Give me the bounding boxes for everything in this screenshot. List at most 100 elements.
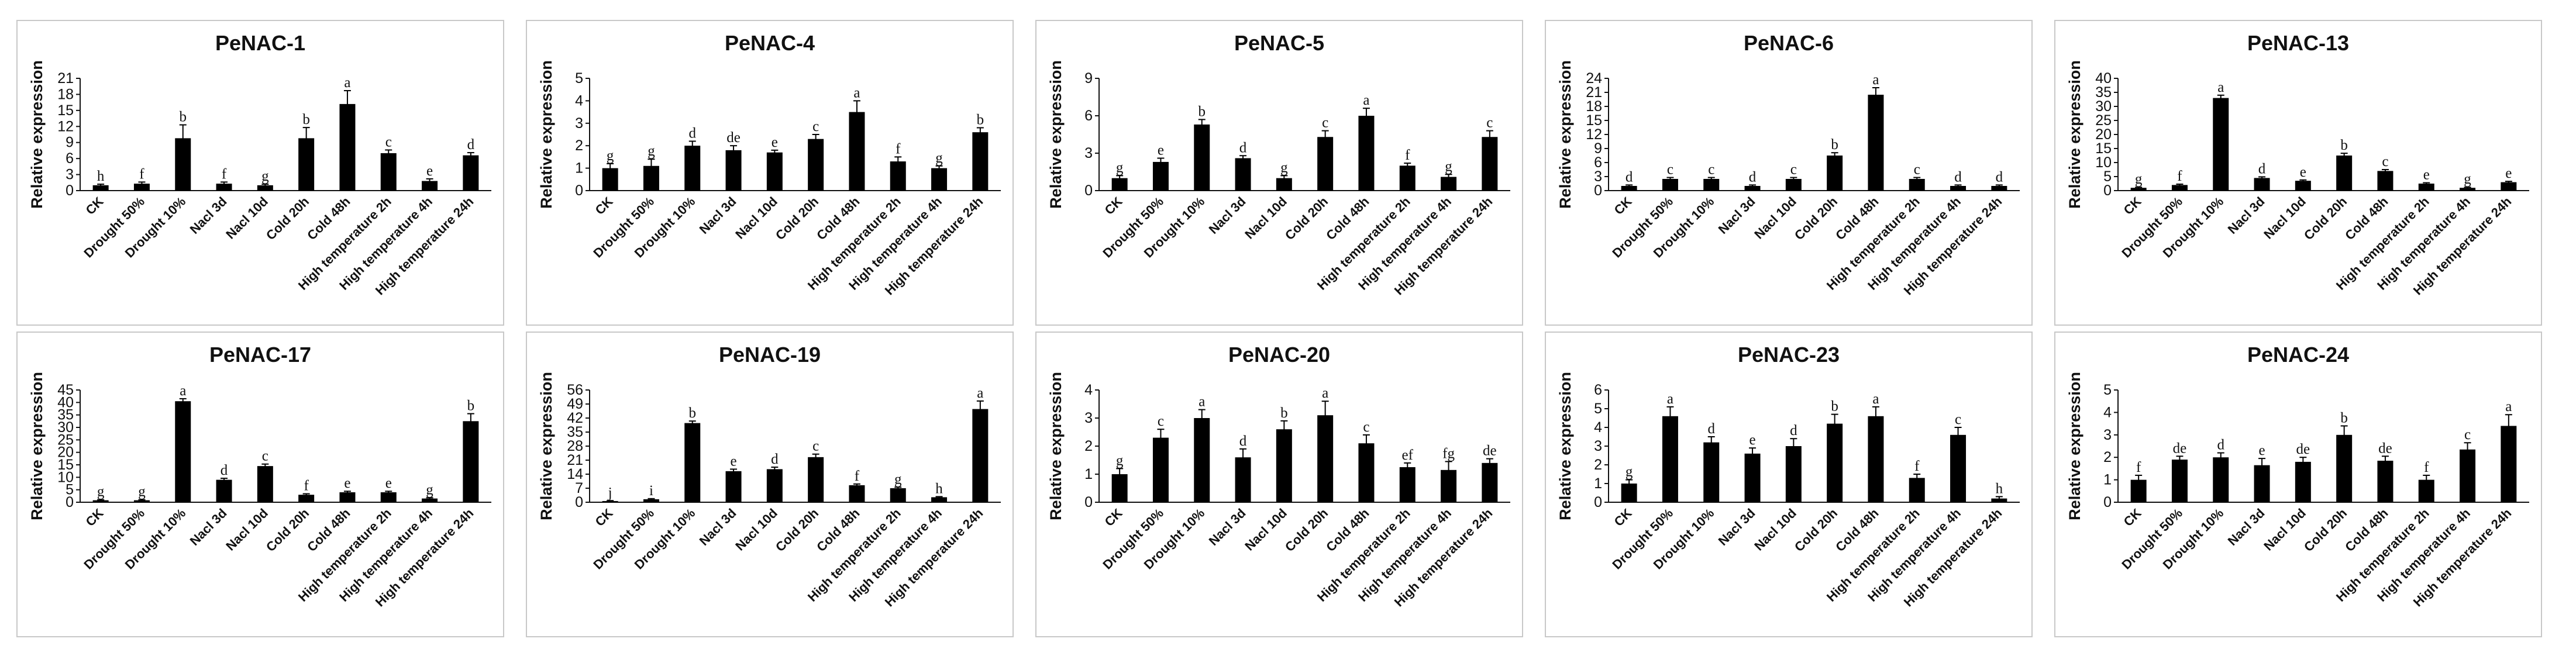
y-tick-label: 30 [2095, 98, 2112, 115]
significance-letter: a [180, 383, 186, 399]
significance-letter: e [344, 475, 350, 491]
bar-drought-50 [2171, 185, 2188, 191]
x-tick-label: Nacl 3d [697, 194, 739, 237]
bar-cold-20h [2336, 156, 2353, 191]
significance-letter: c [812, 439, 819, 454]
bar-cold-48h [849, 485, 865, 502]
bar-nacl-10d [766, 152, 783, 191]
y-tick-label: 5 [575, 70, 583, 87]
bar-cold-20h [298, 495, 315, 502]
y-tick-label: 0 [1594, 494, 1602, 510]
significance-letter: a [344, 75, 350, 91]
significance-letter: h [1996, 481, 2003, 496]
bar-high-temperature-4h [1441, 177, 1457, 191]
bar-drought-50 [1662, 416, 1678, 502]
significance-letter: g [648, 143, 655, 159]
bar-nacl-10d [2295, 181, 2311, 191]
bar-high-temperature-2h [1399, 467, 1416, 502]
significance-letter: e [2300, 164, 2306, 180]
bar-drought-50 [2171, 460, 2188, 502]
bar-drought-50 [643, 499, 659, 502]
significance-letter: e [1749, 432, 1755, 448]
x-tick-label: Nacl 3d [1206, 506, 1249, 548]
significance-letter: f [1914, 458, 1920, 474]
bar-drought-50 [1662, 179, 1678, 191]
significance-letter: c [2464, 427, 2471, 443]
y-tick-label: 35 [2095, 84, 2112, 101]
x-tick-label: CK [1102, 194, 1125, 218]
significance-letter: f [896, 141, 901, 157]
bar-drought-10 [175, 401, 191, 502]
significance-letter: e [2505, 165, 2512, 181]
bar-cold-20h [1827, 423, 1843, 502]
significance-letter: g [97, 484, 105, 500]
y-tick-label: 21 [57, 70, 74, 87]
x-tick-label: Nacl 3d [187, 194, 230, 237]
bar-nacl-10d [1276, 429, 1292, 502]
bar-drought-10 [1194, 418, 1210, 502]
y-axis-label: Relative expression [1047, 372, 1065, 520]
x-tick-label: Cold 20h [2301, 194, 2350, 243]
y-tick-label: 18 [57, 86, 74, 102]
significance-letter: c [1158, 413, 1164, 429]
significance-letter: c [1914, 162, 1920, 178]
bar-high-temperature-2h [890, 161, 906, 191]
x-tick-label: Nacl 3d [2225, 506, 2268, 548]
significance-letter: f [222, 166, 227, 182]
x-tick-label: Nacl 10d [2261, 506, 2309, 554]
y-tick-label: 14 [567, 466, 583, 482]
y-tick-label: 20 [57, 444, 74, 461]
y-tick-label: 25 [2095, 112, 2112, 129]
bar-high-temperature-24h [2501, 182, 2517, 191]
y-tick-label: 3 [1084, 410, 1093, 426]
bar-high-temperature-4h [422, 181, 438, 191]
y-tick-label: 45 [57, 382, 74, 398]
significance-letter: g [1116, 453, 1124, 468]
y-tick-label: 28 [567, 438, 583, 454]
y-tick-label: 24 [1586, 70, 1602, 87]
panel-penac-23: PeNAC-23 Relative expression 0 1 2 3 4 5 6 g CK a Dr… [1545, 332, 2033, 637]
x-tick-label: Nacl 10d [732, 506, 780, 554]
bar-high-temperature-2h [1909, 478, 1925, 502]
y-tick-label: 3 [1594, 168, 1602, 185]
y-tick-label: 6 [1594, 382, 1602, 398]
y-tick-label: 3 [2103, 427, 2112, 443]
significance-letter: f [139, 166, 144, 182]
bar-high-temperature-2h [1909, 179, 1925, 191]
bar-drought-10 [2213, 457, 2229, 502]
y-tick-label: 1 [575, 160, 583, 177]
significance-letter: c [1363, 419, 1369, 435]
x-tick-label: Nacl 3d [697, 506, 739, 548]
bar-drought-10 [684, 146, 701, 191]
y-tick-label: 0 [575, 494, 583, 510]
bar-drought-10 [684, 423, 701, 502]
y-tick-label: 12 [1586, 126, 1602, 143]
panel-penac-19: PeNAC-19 Relative expression 0 7 14 21 28 35 42 4… [526, 332, 1014, 637]
significance-letter: b [1280, 405, 1288, 421]
bar-high-temperature-24h [463, 421, 479, 502]
significance-letter: e [2423, 167, 2430, 183]
significance-letter: f [1405, 147, 1410, 163]
chart-title: PeNAC-6 [1744, 31, 1834, 55]
significance-letter: c [385, 134, 392, 150]
bar-cold-20h [808, 457, 824, 502]
significance-letter: d [689, 126, 697, 141]
significance-letter: a [1872, 391, 1879, 407]
y-axis-label: Relative expression [1556, 372, 1574, 520]
significance-letter: e [730, 453, 736, 469]
y-tick-label: 42 [567, 410, 583, 426]
bar-high-temperature-2h [380, 492, 397, 502]
bar-cold-48h [339, 103, 356, 191]
chart-title: PeNAC-5 [1234, 31, 1324, 55]
significance-letter: a [977, 385, 983, 401]
bar-cold-20h [1317, 137, 1334, 191]
significance-letter: de [2378, 440, 2392, 456]
bar-ck [92, 500, 109, 502]
x-tick-label: Nacl 3d [1716, 194, 1758, 237]
y-tick-label: 4 [575, 92, 583, 109]
y-tick-label: 3 [575, 115, 583, 132]
bar-cold-48h [1868, 95, 1884, 191]
significance-letter: fg [1442, 446, 1455, 461]
bar-drought-50 [133, 184, 150, 191]
